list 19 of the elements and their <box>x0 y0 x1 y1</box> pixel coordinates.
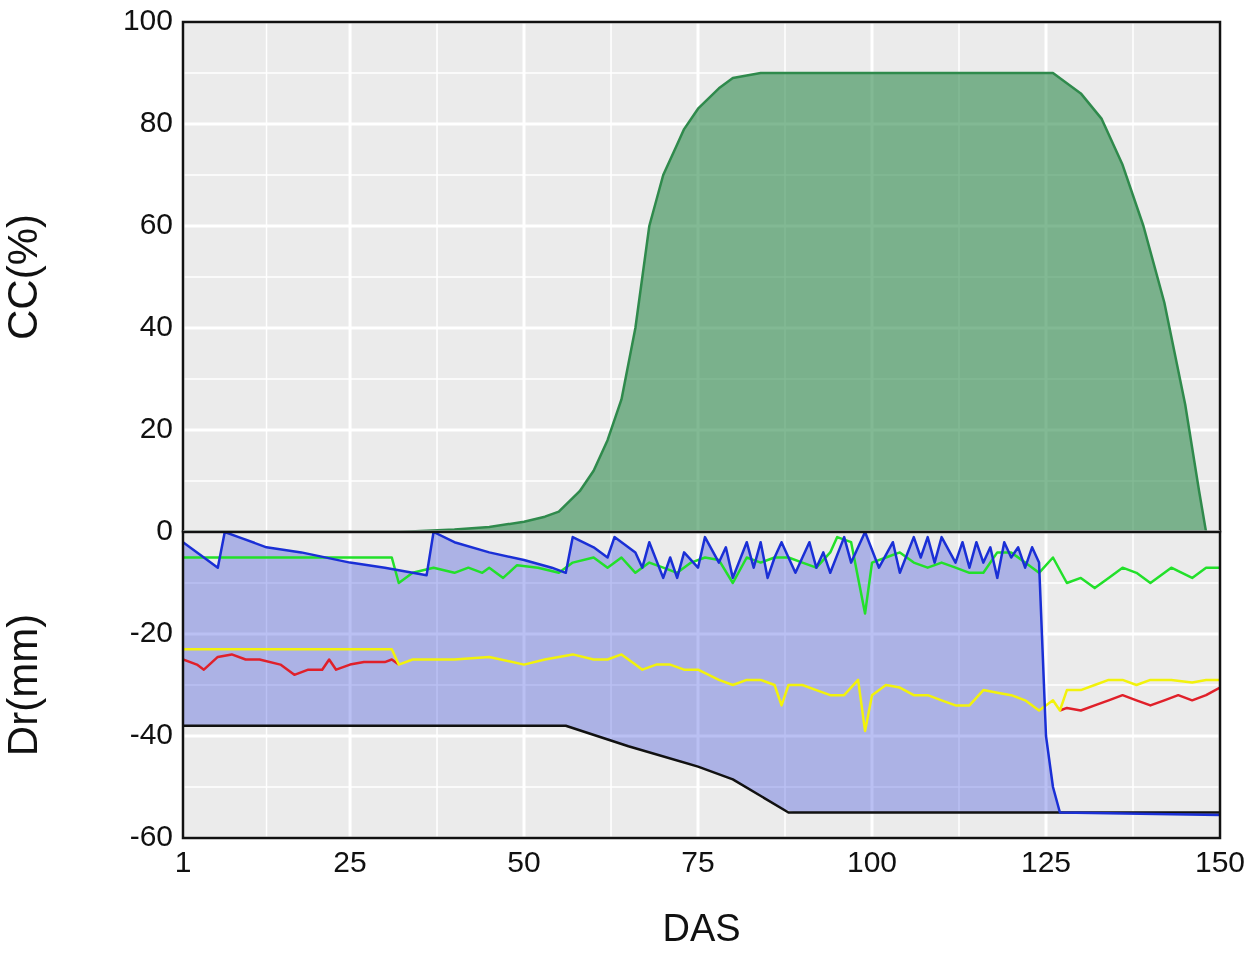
y-tick-label: -20 <box>129 615 173 649</box>
y-tick-label: 100 <box>122 3 173 37</box>
x-tick-label: 50 <box>507 845 541 879</box>
x-tick-label: 25 <box>333 845 367 879</box>
y-tick-label: 40 <box>139 309 173 343</box>
y-tick-label: 20 <box>139 411 173 445</box>
y-tick-label: -40 <box>129 717 173 751</box>
x-tick-label: 125 <box>1020 845 1072 879</box>
y-tick-label: 60 <box>139 207 173 241</box>
y-axis-title: CC(%) <box>0 214 46 340</box>
x-tick-label: 100 <box>846 845 898 879</box>
x-tick-label: 1 <box>174 845 192 879</box>
y-tick-label: -60 <box>129 819 173 853</box>
x-tick-label: 75 <box>681 845 715 879</box>
x-tick-label: 150 <box>1194 845 1246 879</box>
y-tick-label: 80 <box>139 105 173 139</box>
x-axis-title: DAS <box>662 906 741 949</box>
y-tick-label: 0 <box>156 513 173 547</box>
y-axis-title: Dr(mm) <box>0 613 46 757</box>
